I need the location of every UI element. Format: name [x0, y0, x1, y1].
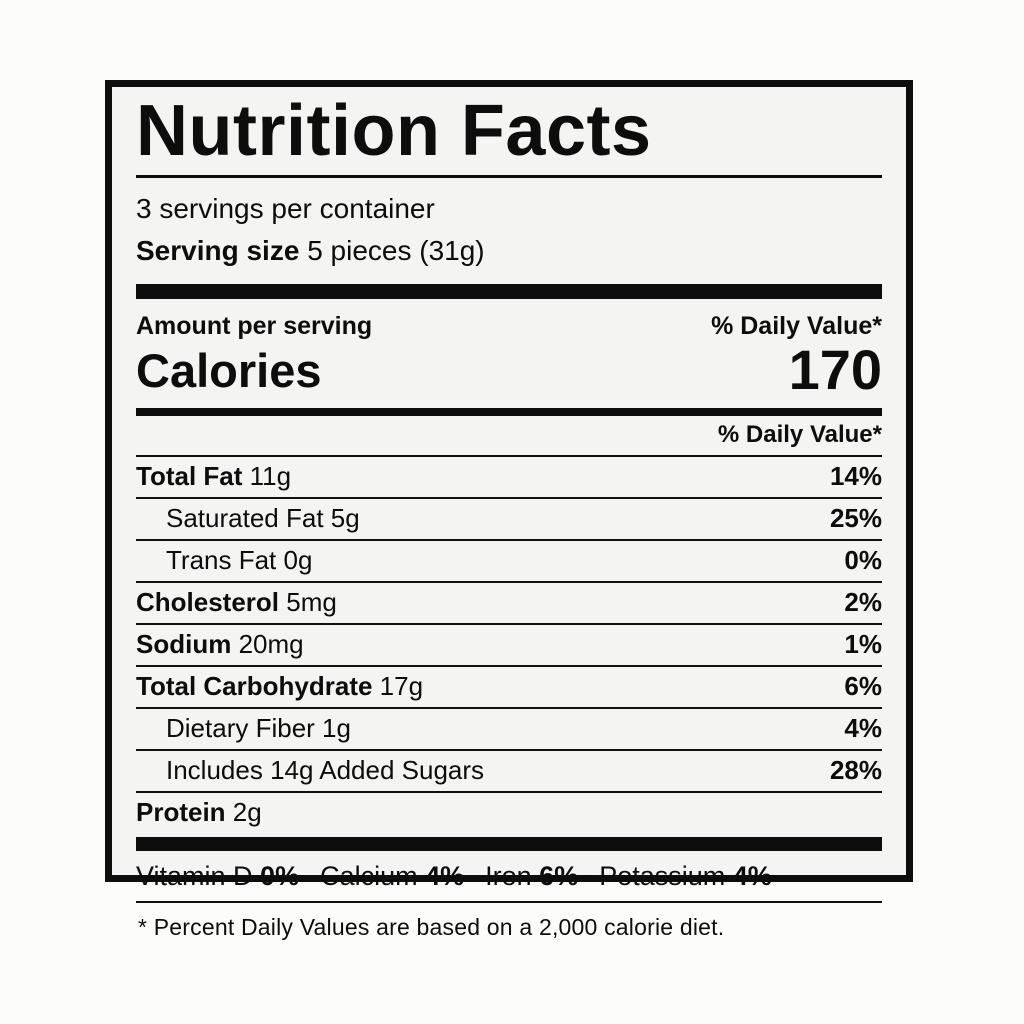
- nutrient-row: Includes 14g Added Sugars 28%: [136, 751, 882, 794]
- nutrient-name-amount: Total Carbohydrate 17g: [136, 671, 424, 702]
- nutrient-row: Cholesterol 5mg 2%: [136, 583, 882, 626]
- nutrient-row: Protein 2g: [136, 793, 882, 833]
- micronutrients-line: Vitamin D 0% · Calcium 4% · Iron 6% · Potassiu…: [136, 851, 882, 904]
- separator-dot: ·: [584, 861, 594, 892]
- divider: [136, 175, 882, 178]
- calories-value: 170: [788, 338, 882, 401]
- nutrient-name-amount: Protein 2g: [136, 797, 262, 828]
- nutrient-row: Trans Fat 0g 0%: [136, 541, 882, 584]
- separator-dot: ·: [470, 861, 480, 892]
- daily-value-header: % Daily Value*: [136, 416, 882, 458]
- amount-per-serving-row: Amount per serving % Daily Value*: [136, 312, 882, 341]
- medium-divider: [136, 408, 882, 417]
- nutrient-daily-value: 0%: [844, 545, 882, 576]
- calories-row: Calories 170: [136, 338, 882, 401]
- micronutrient-item: Iron 6%: [485, 861, 579, 892]
- servings-per-container-text: 3 servings per container: [136, 193, 435, 224]
- nutrient-name-amount: Trans Fat 0g: [166, 545, 313, 576]
- separator-dot: ·: [305, 861, 315, 892]
- nutrient-rows: Total Fat 11g 14% Saturated Fat 5g 25% Trans…: [136, 457, 882, 833]
- nutrient-name-amount: Cholesterol 5mg: [136, 587, 337, 618]
- nutrient-daily-value: 6%: [844, 671, 882, 702]
- nutrient-name-amount: Dietary Fiber 1g: [166, 713, 351, 744]
- nutrient-row: Sodium 20mg 1%: [136, 625, 882, 668]
- footnote: * Percent Daily Values are based on a 2,…: [138, 914, 725, 941]
- servings-per-container: 3 servings per container: [136, 188, 882, 230]
- nutrient-name-amount: Sodium 20mg: [136, 629, 304, 660]
- thick-divider-top: [136, 284, 882, 299]
- nutrient-name-amount: Saturated Fat 5g: [166, 503, 360, 534]
- nutrient-name-amount: Total Fat 11g: [136, 461, 292, 492]
- daily-value-header-top: % Daily Value*: [711, 312, 882, 340]
- thick-divider-bottom: [136, 837, 882, 852]
- nutrient-daily-value: 28%: [829, 755, 882, 786]
- nutrient-daily-value: 2%: [844, 587, 882, 618]
- micronutrient-item: Potassium 4%: [599, 861, 772, 892]
- nutrient-name-amount: Includes 14g Added Sugars: [166, 755, 485, 786]
- calories-label: Calories: [136, 343, 322, 397]
- nutrition-facts-label: Nutrition Facts 3 servings per container…: [105, 80, 913, 940]
- nutrient-row: Dietary Fiber 1g 4%: [136, 709, 882, 752]
- label-title: Nutrition Facts: [136, 91, 652, 171]
- serving-size-line: Serving size 5 pieces (31g): [136, 230, 882, 272]
- nutrient-row: Total Fat 11g 14%: [136, 457, 882, 500]
- serving-size-value: 5 pieces (31g): [307, 235, 485, 266]
- micronutrient-item: Calcium 4%: [320, 861, 465, 892]
- nutrient-daily-value: 14%: [829, 461, 882, 492]
- nutrient-row: Total Carbohydrate 17g 6%: [136, 667, 882, 710]
- serving-size-label: Serving size: [136, 235, 300, 266]
- nutrient-daily-value: 4%: [844, 713, 882, 744]
- amount-per-serving-label: Amount per serving: [136, 312, 373, 340]
- nutrient-daily-value: 25%: [829, 503, 882, 534]
- micronutrient-item: Vitamin D 0%: [136, 861, 300, 892]
- nutrient-row: Saturated Fat 5g 25%: [136, 499, 882, 542]
- nutrient-daily-value: 1%: [844, 629, 882, 660]
